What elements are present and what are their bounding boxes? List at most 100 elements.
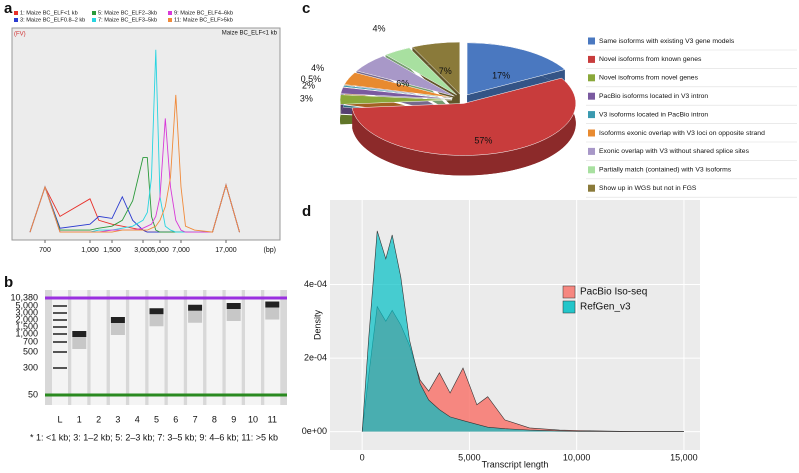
sample-band — [226, 303, 241, 309]
slice — [466, 42, 566, 96]
ladder-band — [53, 319, 67, 321]
legend-swatch — [14, 18, 18, 22]
y-tick-label: 10,380 — [10, 292, 38, 302]
y-tick-label: 2e-04 — [304, 352, 327, 362]
density-fill — [362, 230, 684, 432]
ladder-band — [53, 305, 67, 307]
panel-label: b — [4, 274, 13, 291]
lane-label: 9 — [231, 414, 236, 424]
lane-label: 5 — [154, 414, 159, 424]
lane — [129, 290, 146, 405]
panel-label: c — [302, 0, 310, 17]
legend-label: Isoforms exonic overlap with V3 loci on … — [599, 130, 765, 137]
slice-label: 3% — [300, 94, 313, 104]
x-tick-label: 17,000 — [215, 247, 237, 254]
x-tick-label: 7,000 — [172, 247, 190, 254]
slice — [411, 41, 461, 95]
lane-label: 6 — [173, 414, 178, 424]
legend-swatch — [92, 11, 96, 15]
y-tick-label: 5,000 — [15, 300, 38, 310]
lane — [90, 290, 107, 405]
y-tick-label: 0e+00 — [302, 426, 327, 436]
legend-swatch — [168, 18, 172, 22]
legend-swatch — [588, 37, 595, 45]
x-axis-label: (bp) — [264, 247, 276, 254]
lane — [109, 290, 126, 405]
sample-band — [72, 331, 87, 337]
lane-label: 8 — [212, 414, 217, 424]
x-axis-label: Transcript length — [482, 459, 549, 469]
lane-label: 2 — [96, 414, 101, 424]
legend-swatch — [588, 111, 595, 119]
legend-label: Show up in WGS but not in FGS — [599, 185, 697, 192]
legend-label: Novel isofroms from novel genes — [599, 75, 699, 82]
y-axis-label: Density — [312, 309, 322, 340]
x-tick-label: 5,000 — [151, 247, 169, 254]
ladder-band — [53, 326, 67, 328]
ladder-band — [53, 312, 67, 314]
y-tick-label: 2,000 — [15, 314, 38, 324]
lane-label: 3 — [115, 414, 120, 424]
sample-smear — [72, 337, 87, 349]
legend-swatch — [588, 92, 595, 100]
legend-label: RefGen_v3 — [580, 302, 631, 313]
slice-side — [352, 78, 576, 176]
legend-swatch — [168, 11, 172, 15]
caption: * 1: <1 kb; 3: 1–2 kb; 5: 2–3 kb; 7: 3–5… — [30, 432, 278, 442]
y-tick-label: 500 — [23, 346, 38, 356]
sample-band — [188, 304, 203, 311]
panel-label: d — [302, 203, 311, 220]
sample-smear — [149, 314, 164, 327]
slice — [355, 55, 455, 97]
sample-band — [265, 301, 280, 308]
slice — [340, 87, 453, 100]
trace — [29, 94, 240, 233]
slice-label: 17% — [492, 70, 510, 80]
legend-swatch — [588, 129, 595, 137]
lane-label: 7 — [193, 414, 198, 424]
slice — [339, 94, 453, 105]
lane-label: 4 — [135, 414, 140, 424]
legend-swatch — [562, 300, 576, 314]
y-tick-label: 1,000 — [15, 328, 38, 338]
upper-marker — [45, 296, 287, 300]
x-tick-label: 1,500 — [103, 247, 121, 254]
slice-label: 57% — [474, 136, 492, 146]
lane-label: 10 — [248, 414, 258, 424]
slice-label: 4% — [311, 63, 324, 73]
ladder-band — [53, 367, 67, 369]
pie-labels: 17%57%3%2%0.5%4%6%4%7% — [300, 23, 510, 145]
y-tick-label: 4e-04 — [304, 279, 327, 289]
legend-label: PacBio isoforms located in V3 intron — [599, 93, 708, 100]
slice — [342, 85, 453, 99]
sample-band — [110, 317, 125, 323]
legend-label: Novel isoforms from known genes — [599, 56, 702, 63]
y-tick-label: 300 — [23, 362, 38, 372]
lane — [245, 290, 261, 405]
sample-band — [149, 308, 164, 315]
legend-label: 7: Maize BC_ELF3–5kb — [98, 17, 157, 23]
legend-swatch — [588, 55, 595, 63]
lane — [148, 290, 165, 405]
legend-swatch — [92, 18, 96, 22]
y-tick-label: 50 — [28, 389, 38, 399]
legend-label: 11: Maize BC_ELF>5kb — [174, 17, 233, 23]
slice — [343, 72, 453, 99]
legend-label: Exonic overlap with V3 without shared sp… — [599, 148, 750, 155]
x-tick-label: 10,000 — [563, 452, 591, 462]
sample-smear — [110, 323, 125, 335]
legend-swatch — [588, 184, 595, 192]
x-tick-label: 5,000 — [458, 452, 481, 462]
plot-area — [11, 27, 281, 241]
density-line — [361, 230, 684, 432]
ladder-band — [53, 333, 67, 335]
ladder-band — [53, 351, 67, 353]
lane — [52, 290, 68, 405]
legend-label: Partially match (contained) with V3 isof… — [599, 167, 732, 174]
slice-label: 0.5% — [301, 74, 322, 84]
lane-label: L — [57, 414, 62, 424]
x-tick-label: 1,000 — [81, 247, 99, 254]
legend-swatch — [14, 11, 18, 15]
slice — [351, 77, 576, 156]
